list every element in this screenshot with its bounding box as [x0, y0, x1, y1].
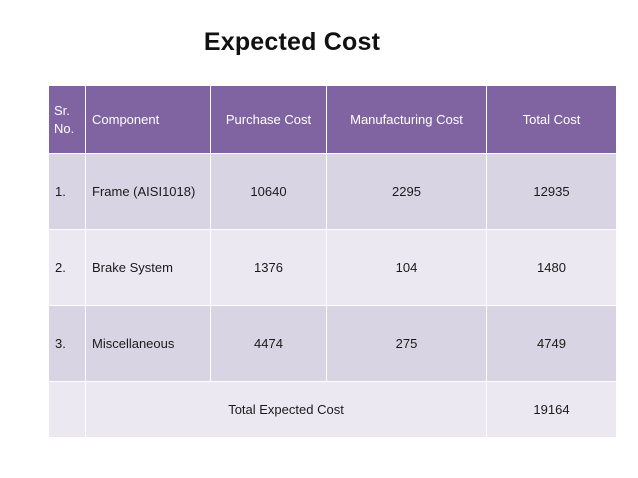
cell-purchase-cost: 1376 — [210, 229, 327, 306]
cell-sr-no: 1. — [48, 153, 86, 230]
cell-total-cost: 12935 — [486, 153, 617, 230]
header-manufacturing-cost: Manufacturing Cost — [326, 85, 487, 154]
header-sr-line1: Sr. — [54, 102, 70, 118]
cell-manufacturing-cost: 275 — [326, 305, 487, 382]
slide-title: Expected Cost — [203, 28, 381, 56]
cell-component: Miscellaneous — [85, 305, 211, 382]
cell-total-cost: 1480 — [486, 229, 617, 306]
header-component: Component — [85, 85, 211, 154]
total-expected-cost-label: Total Expected Cost — [85, 381, 487, 438]
cell-sr-no: 2. — [48, 229, 86, 306]
cell-purchase-cost: 4474 — [210, 305, 327, 382]
cell-total-cost: 4749 — [486, 305, 617, 382]
header-sr-no: Sr. No. — [48, 85, 86, 154]
cell-manufacturing-cost: 104 — [326, 229, 487, 306]
cell-sr-no: 3. — [48, 305, 86, 382]
header-purchase-cost: Purchase Cost — [210, 85, 327, 154]
total-row: Total Expected Cost 19164 — [48, 381, 617, 438]
total-expected-cost-value: 19164 — [486, 381, 617, 438]
expected-cost-table: Sr. No. Component Purchase Cost Manufact… — [48, 85, 617, 438]
table-row: 3. Miscellaneous 4474 275 4749 — [48, 305, 617, 382]
table-row: 2. Brake System 1376 104 1480 — [48, 229, 617, 306]
cell-empty — [48, 381, 86, 438]
cell-purchase-cost: 10640 — [210, 153, 327, 230]
table-row: 1. Frame (AISI1018) 10640 2295 12935 — [48, 153, 617, 230]
cell-component: Frame (AISI1018) — [85, 153, 211, 230]
header-total-cost: Total Cost — [486, 85, 617, 154]
table-header-row: Sr. No. Component Purchase Cost Manufact… — [48, 85, 617, 154]
cell-component: Brake System — [85, 229, 211, 306]
header-sr-line2: No. — [54, 120, 75, 136]
cell-manufacturing-cost: 2295 — [326, 153, 487, 230]
